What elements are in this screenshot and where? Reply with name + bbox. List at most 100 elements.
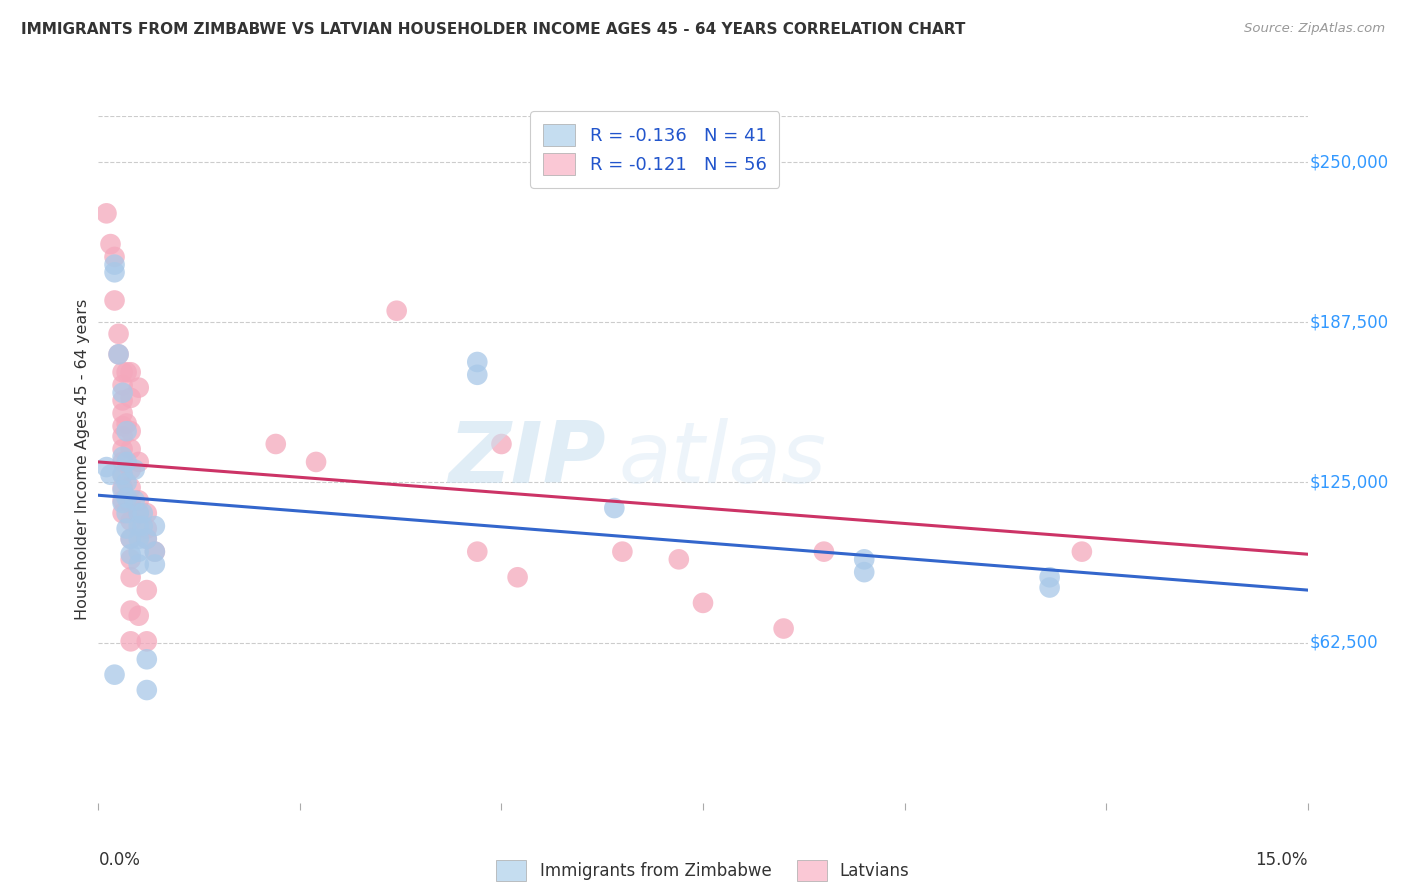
Point bbox=[132, 519, 155, 533]
Point bbox=[143, 544, 166, 558]
Point bbox=[143, 558, 166, 572]
Point bbox=[124, 493, 146, 508]
Point bbox=[120, 391, 142, 405]
Point bbox=[115, 455, 138, 469]
Point bbox=[128, 519, 150, 533]
Text: $187,500: $187,500 bbox=[1310, 313, 1389, 331]
Text: 0.0%: 0.0% bbox=[98, 851, 141, 869]
Point bbox=[612, 544, 634, 558]
Point bbox=[120, 570, 142, 584]
Point bbox=[111, 406, 134, 420]
Text: $250,000: $250,000 bbox=[1310, 153, 1389, 171]
Point bbox=[853, 565, 876, 579]
Point bbox=[103, 265, 125, 279]
Point bbox=[668, 552, 690, 566]
Point bbox=[692, 596, 714, 610]
Point bbox=[120, 462, 142, 476]
Point bbox=[120, 481, 142, 495]
Point bbox=[115, 491, 138, 505]
Point bbox=[135, 583, 157, 598]
Point bbox=[128, 532, 150, 546]
Point bbox=[128, 506, 150, 520]
Point bbox=[103, 667, 125, 681]
Point bbox=[103, 293, 125, 308]
Point bbox=[603, 501, 626, 516]
Point bbox=[107, 326, 129, 341]
Point bbox=[120, 604, 142, 618]
Text: $125,000: $125,000 bbox=[1310, 474, 1389, 491]
Point bbox=[135, 652, 157, 666]
Point bbox=[385, 303, 408, 318]
Point bbox=[115, 424, 138, 438]
Point bbox=[135, 532, 157, 546]
Point bbox=[128, 381, 150, 395]
Point bbox=[132, 506, 155, 520]
Point bbox=[128, 506, 150, 520]
Point bbox=[1070, 544, 1092, 558]
Point bbox=[115, 506, 138, 520]
Text: Source: ZipAtlas.com: Source: ZipAtlas.com bbox=[1244, 22, 1385, 36]
Point bbox=[128, 544, 150, 558]
Point bbox=[120, 442, 142, 457]
Text: ZIP: ZIP bbox=[449, 417, 606, 501]
Point bbox=[120, 514, 142, 528]
Point bbox=[96, 206, 118, 220]
Point bbox=[111, 429, 134, 443]
Point bbox=[107, 347, 129, 361]
Point bbox=[96, 460, 118, 475]
Point bbox=[120, 496, 142, 510]
Legend: Immigrants from Zimbabwe, Latvians: Immigrants from Zimbabwe, Latvians bbox=[486, 850, 920, 890]
Point bbox=[111, 481, 134, 495]
Point bbox=[111, 506, 134, 520]
Point bbox=[111, 496, 134, 510]
Point bbox=[135, 506, 157, 520]
Point bbox=[135, 634, 157, 648]
Point bbox=[135, 522, 157, 536]
Point bbox=[111, 393, 134, 408]
Point bbox=[1039, 581, 1062, 595]
Point bbox=[111, 442, 134, 457]
Point bbox=[491, 437, 513, 451]
Text: 15.0%: 15.0% bbox=[1256, 851, 1308, 869]
Point bbox=[115, 475, 138, 490]
Point bbox=[120, 547, 142, 561]
Point bbox=[813, 544, 835, 558]
Point bbox=[111, 385, 134, 400]
Point bbox=[120, 365, 142, 379]
Point bbox=[1039, 570, 1062, 584]
Point bbox=[264, 437, 287, 451]
Point bbox=[128, 608, 150, 623]
Point bbox=[128, 493, 150, 508]
Point bbox=[120, 532, 142, 546]
Point bbox=[115, 417, 138, 431]
Text: $62,500: $62,500 bbox=[1310, 633, 1379, 652]
Point bbox=[143, 519, 166, 533]
Point bbox=[111, 365, 134, 379]
Point bbox=[100, 467, 122, 482]
Point bbox=[853, 552, 876, 566]
Point bbox=[111, 455, 134, 469]
Point bbox=[111, 493, 134, 508]
Point bbox=[100, 237, 122, 252]
Y-axis label: Householder Income Ages 45 - 64 years: Householder Income Ages 45 - 64 years bbox=[75, 299, 90, 620]
Point bbox=[111, 378, 134, 392]
Point bbox=[305, 455, 328, 469]
Point bbox=[465, 544, 488, 558]
Point bbox=[772, 622, 794, 636]
Point bbox=[128, 455, 150, 469]
Point bbox=[103, 250, 125, 264]
Point bbox=[111, 467, 134, 482]
Point bbox=[143, 544, 166, 558]
Point bbox=[103, 258, 125, 272]
Point bbox=[120, 552, 142, 566]
Point bbox=[111, 450, 134, 464]
Point bbox=[135, 532, 157, 546]
Text: atlas: atlas bbox=[619, 417, 827, 501]
Point bbox=[111, 419, 134, 434]
Point bbox=[120, 424, 142, 438]
Point bbox=[465, 368, 488, 382]
Point bbox=[115, 522, 138, 536]
Point bbox=[115, 365, 138, 379]
Point bbox=[124, 462, 146, 476]
Point bbox=[128, 558, 150, 572]
